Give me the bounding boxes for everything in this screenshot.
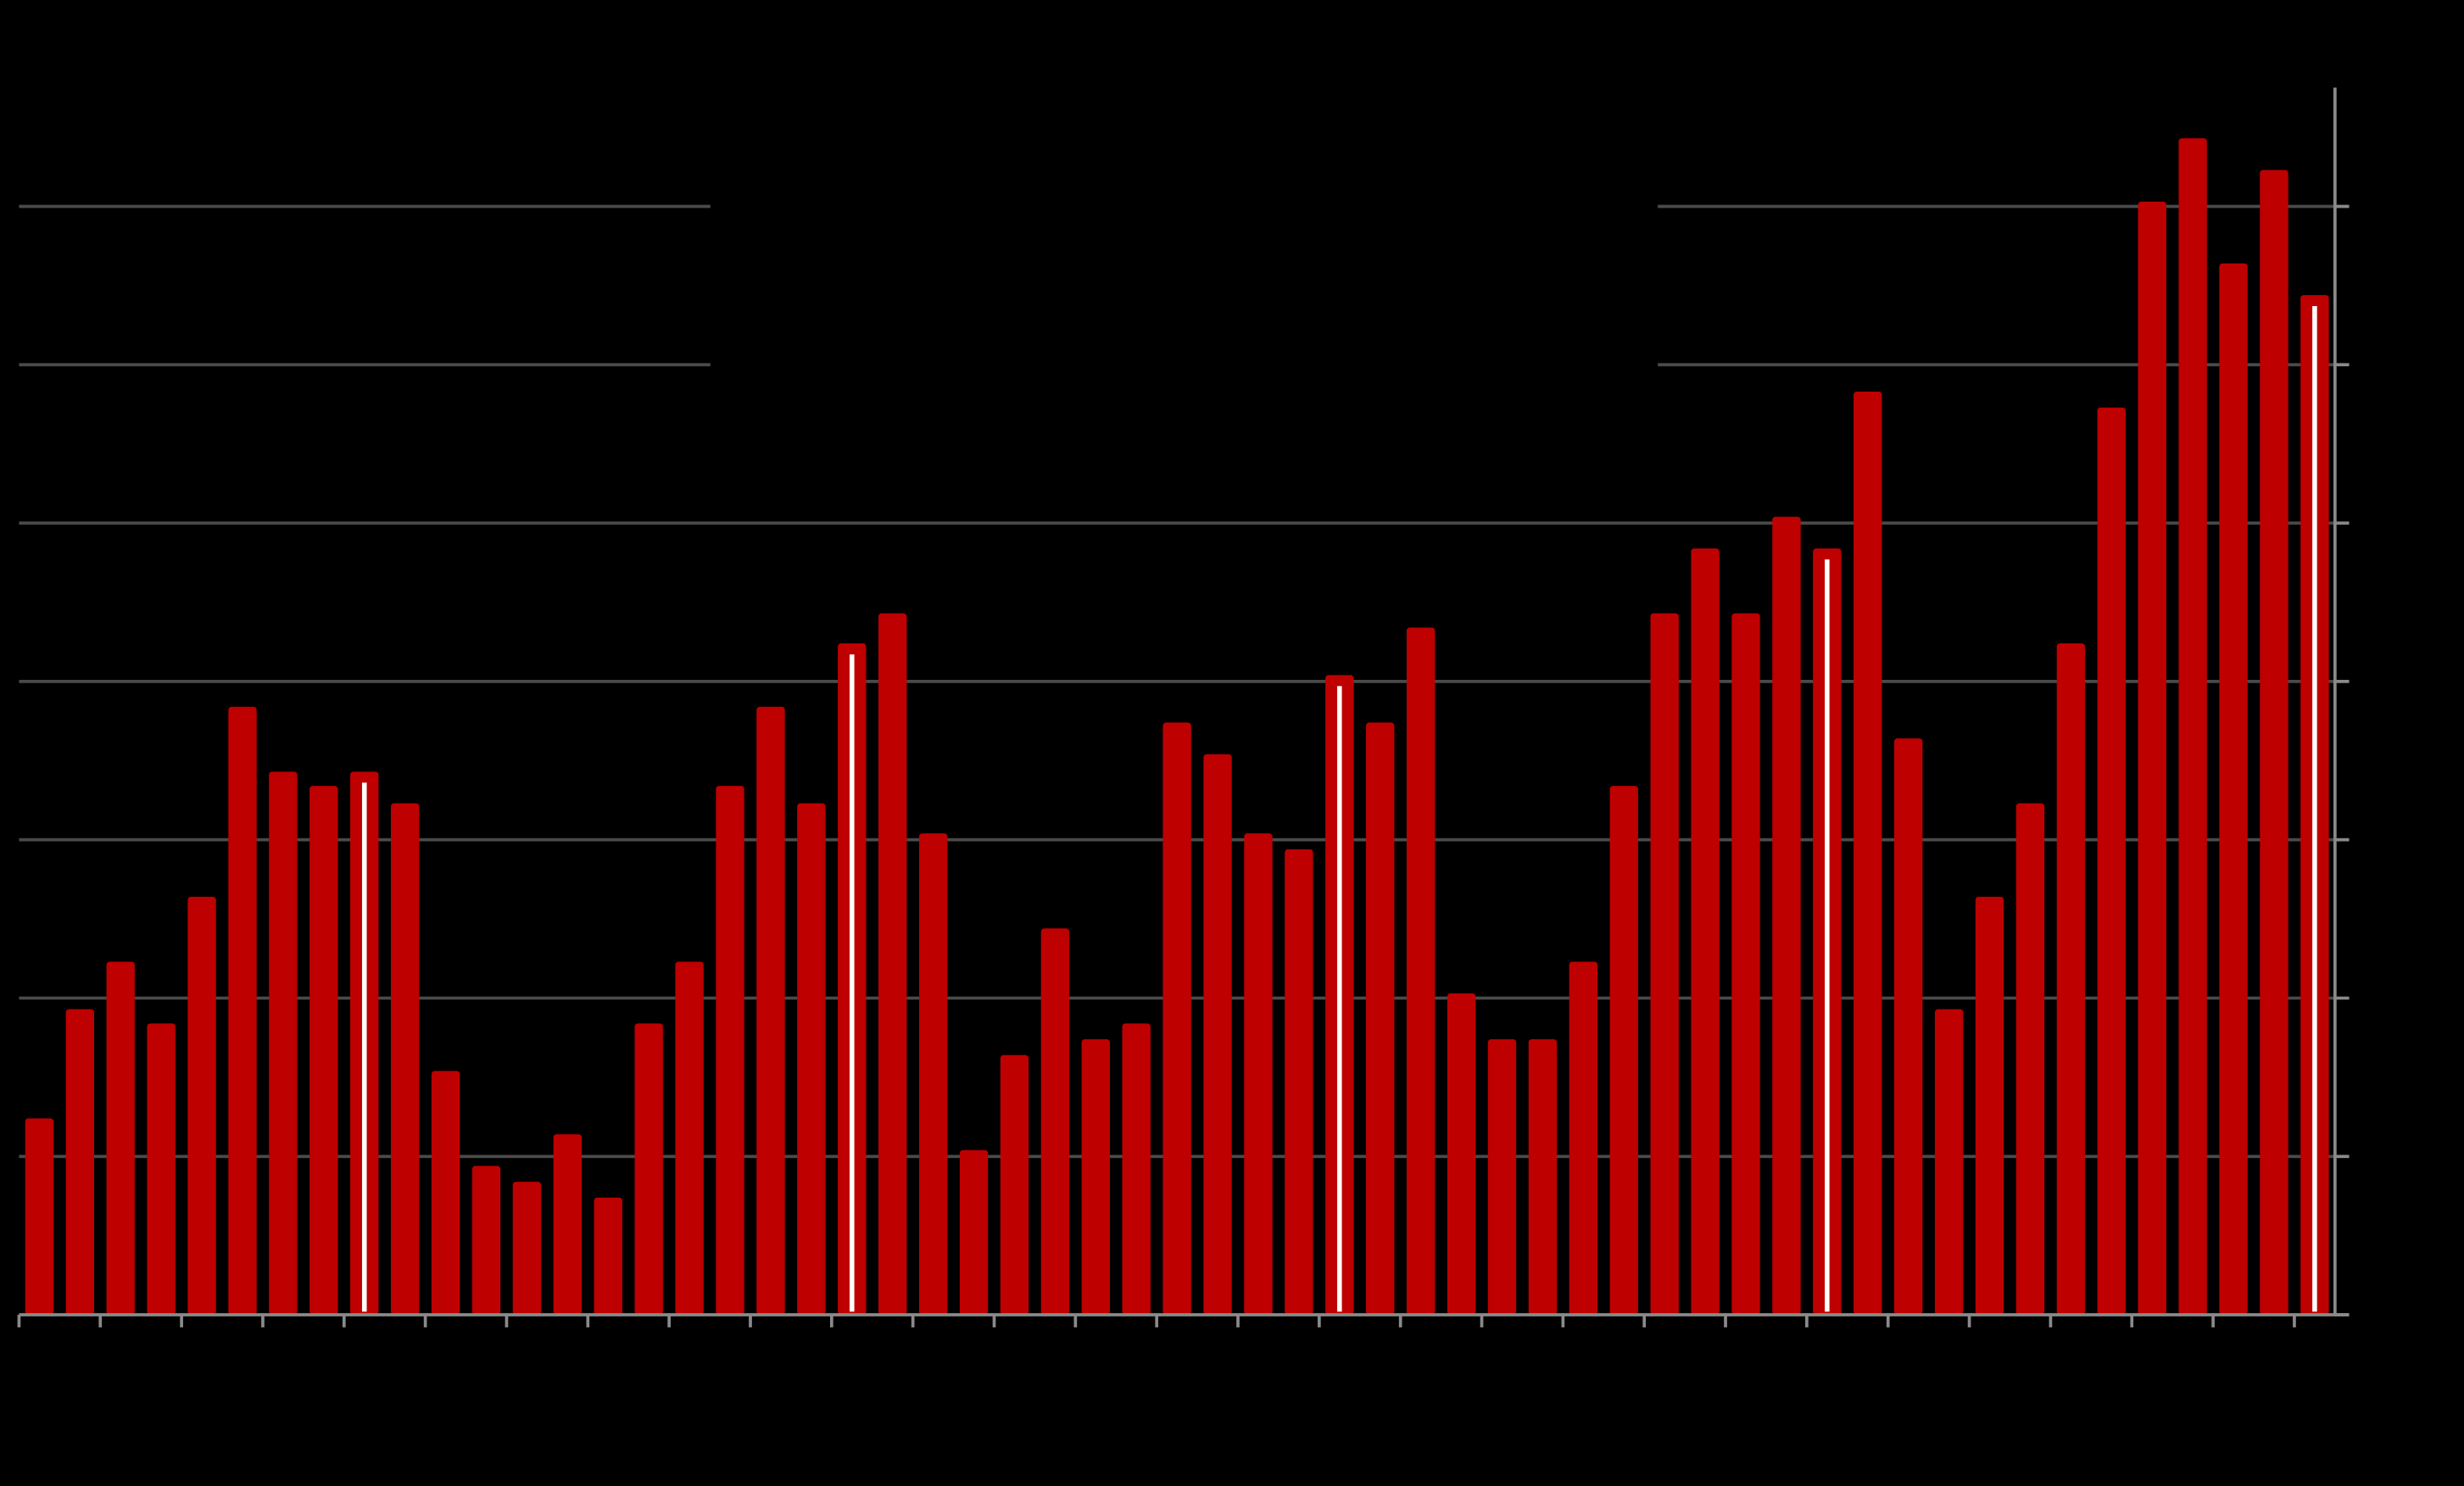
bar bbox=[959, 1149, 989, 1316]
bar bbox=[1081, 1039, 1110, 1316]
bar bbox=[1487, 1039, 1517, 1316]
bar bbox=[1040, 928, 1070, 1316]
bar bbox=[1894, 738, 1923, 1316]
bar bbox=[1447, 993, 1476, 1316]
bar bbox=[1854, 392, 1882, 1316]
bar bbox=[269, 771, 298, 1316]
bar bbox=[228, 706, 257, 1316]
bar-highlight bbox=[2312, 306, 2317, 1312]
bar bbox=[1934, 1009, 1964, 1316]
bar bbox=[1569, 961, 1598, 1316]
bar bbox=[187, 896, 216, 1316]
bar bbox=[1691, 548, 1720, 1316]
bar bbox=[716, 786, 744, 1316]
bar bbox=[2138, 201, 2166, 1316]
bar bbox=[1244, 833, 1273, 1316]
bar bbox=[756, 706, 785, 1316]
bar bbox=[1975, 896, 2004, 1316]
bar bbox=[2260, 170, 2288, 1316]
bar bbox=[106, 961, 135, 1316]
bar bbox=[675, 961, 704, 1316]
bar bbox=[1650, 613, 1679, 1316]
bar bbox=[25, 1118, 54, 1316]
bar bbox=[2097, 407, 2126, 1316]
bar bbox=[309, 786, 338, 1316]
bar bbox=[634, 1023, 663, 1316]
bar bbox=[65, 1009, 94, 1316]
bar bbox=[1731, 613, 1760, 1316]
bar bbox=[390, 803, 420, 1316]
bar bbox=[797, 803, 826, 1316]
bar bbox=[1000, 1055, 1029, 1316]
bar bbox=[2178, 138, 2207, 1316]
bar bbox=[431, 1071, 460, 1316]
bar bbox=[1609, 786, 1638, 1316]
bar bbox=[1366, 722, 1395, 1316]
bar bbox=[2219, 263, 2248, 1316]
bar bbox=[1528, 1039, 1558, 1316]
bar bbox=[878, 613, 907, 1316]
bar bbox=[553, 1134, 583, 1316]
bar-highlight bbox=[1337, 686, 1342, 1312]
bar bbox=[512, 1182, 542, 1316]
bar bbox=[594, 1197, 622, 1316]
bar bbox=[1162, 722, 1191, 1316]
bar bbox=[1772, 516, 1801, 1316]
bar bbox=[471, 1166, 501, 1316]
bar-highlight bbox=[1825, 559, 1830, 1312]
bar-highlight bbox=[361, 782, 367, 1312]
bar bbox=[147, 1023, 176, 1316]
bar bbox=[1406, 627, 1435, 1316]
bar bbox=[2056, 643, 2086, 1316]
bar bbox=[1122, 1023, 1151, 1316]
bar bbox=[2015, 803, 2045, 1316]
bar bbox=[1203, 754, 1232, 1316]
bar-highlight bbox=[850, 654, 855, 1312]
panel bbox=[710, 172, 1658, 393]
bar bbox=[918, 833, 948, 1316]
bar bbox=[1285, 849, 1313, 1316]
